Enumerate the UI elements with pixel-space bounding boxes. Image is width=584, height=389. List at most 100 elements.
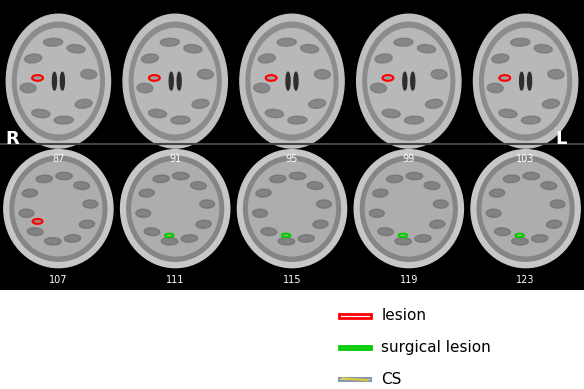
Text: 107: 107 <box>49 275 68 285</box>
Ellipse shape <box>286 72 290 90</box>
Ellipse shape <box>54 116 74 124</box>
Ellipse shape <box>366 161 452 256</box>
Ellipse shape <box>406 172 423 180</box>
Ellipse shape <box>246 22 338 140</box>
Ellipse shape <box>278 238 295 245</box>
Ellipse shape <box>266 75 276 81</box>
Ellipse shape <box>489 189 505 197</box>
Ellipse shape <box>373 189 388 197</box>
Ellipse shape <box>487 83 503 93</box>
Ellipse shape <box>253 83 270 93</box>
Text: L: L <box>555 130 566 148</box>
Ellipse shape <box>479 22 572 140</box>
Ellipse shape <box>510 38 530 46</box>
Ellipse shape <box>81 70 97 79</box>
Ellipse shape <box>548 70 564 79</box>
Text: 115: 115 <box>283 275 301 285</box>
Ellipse shape <box>298 235 314 242</box>
Ellipse shape <box>383 75 392 81</box>
Ellipse shape <box>79 220 95 228</box>
Ellipse shape <box>394 38 413 46</box>
Ellipse shape <box>430 220 445 228</box>
Bar <box>339 377 371 381</box>
Ellipse shape <box>12 22 105 140</box>
Bar <box>339 346 371 349</box>
Ellipse shape <box>527 72 531 90</box>
Ellipse shape <box>4 150 113 268</box>
Ellipse shape <box>36 175 53 183</box>
Ellipse shape <box>15 161 102 256</box>
Ellipse shape <box>153 175 169 183</box>
Text: 87: 87 <box>52 154 65 164</box>
Text: R: R <box>6 130 20 148</box>
Ellipse shape <box>144 228 160 236</box>
Ellipse shape <box>161 238 178 245</box>
Ellipse shape <box>424 182 440 189</box>
Ellipse shape <box>405 116 424 124</box>
Ellipse shape <box>60 72 64 90</box>
Ellipse shape <box>253 209 267 217</box>
Ellipse shape <box>403 72 407 90</box>
Ellipse shape <box>0 145 118 272</box>
Ellipse shape <box>307 182 323 189</box>
Ellipse shape <box>22 189 37 197</box>
Ellipse shape <box>265 109 283 118</box>
Text: 111: 111 <box>166 275 185 285</box>
Text: 91: 91 <box>169 154 181 164</box>
Ellipse shape <box>313 220 328 228</box>
Ellipse shape <box>378 228 394 236</box>
Ellipse shape <box>137 83 153 93</box>
Ellipse shape <box>129 22 221 140</box>
Ellipse shape <box>547 220 562 228</box>
Ellipse shape <box>415 235 431 242</box>
Ellipse shape <box>466 145 584 272</box>
Text: 103: 103 <box>516 154 535 164</box>
Ellipse shape <box>492 54 509 63</box>
Ellipse shape <box>289 172 306 180</box>
Ellipse shape <box>317 200 331 208</box>
Ellipse shape <box>277 38 296 46</box>
Ellipse shape <box>18 28 99 134</box>
Ellipse shape <box>150 75 159 81</box>
Ellipse shape <box>288 116 307 124</box>
Ellipse shape <box>169 72 173 90</box>
Ellipse shape <box>382 109 400 118</box>
Ellipse shape <box>477 156 574 261</box>
Ellipse shape <box>426 99 443 109</box>
Ellipse shape <box>531 235 548 242</box>
Ellipse shape <box>485 28 566 134</box>
Ellipse shape <box>520 72 524 90</box>
Ellipse shape <box>27 228 43 236</box>
Ellipse shape <box>352 8 466 154</box>
Ellipse shape <box>349 145 468 272</box>
Ellipse shape <box>64 235 81 242</box>
Ellipse shape <box>482 161 569 256</box>
Ellipse shape <box>192 99 209 109</box>
Ellipse shape <box>116 145 235 272</box>
Text: 99: 99 <box>403 154 415 164</box>
Ellipse shape <box>20 83 36 93</box>
Ellipse shape <box>474 14 578 148</box>
Ellipse shape <box>171 116 190 124</box>
Text: 123: 123 <box>516 275 535 285</box>
Ellipse shape <box>543 99 559 109</box>
Ellipse shape <box>360 156 457 261</box>
Ellipse shape <box>301 44 319 53</box>
Ellipse shape <box>232 145 352 272</box>
Ellipse shape <box>134 28 216 134</box>
Ellipse shape <box>1 8 116 154</box>
Ellipse shape <box>354 150 463 268</box>
Text: CS: CS <box>381 372 402 387</box>
Ellipse shape <box>550 200 565 208</box>
Text: lesion: lesion <box>381 308 426 323</box>
Ellipse shape <box>431 70 447 79</box>
Ellipse shape <box>74 182 89 189</box>
Ellipse shape <box>6 14 110 148</box>
Text: 119: 119 <box>399 275 418 285</box>
Ellipse shape <box>375 54 392 63</box>
Ellipse shape <box>235 8 349 154</box>
Ellipse shape <box>55 172 72 180</box>
Ellipse shape <box>256 189 271 197</box>
Ellipse shape <box>136 209 151 217</box>
Ellipse shape <box>499 109 517 118</box>
